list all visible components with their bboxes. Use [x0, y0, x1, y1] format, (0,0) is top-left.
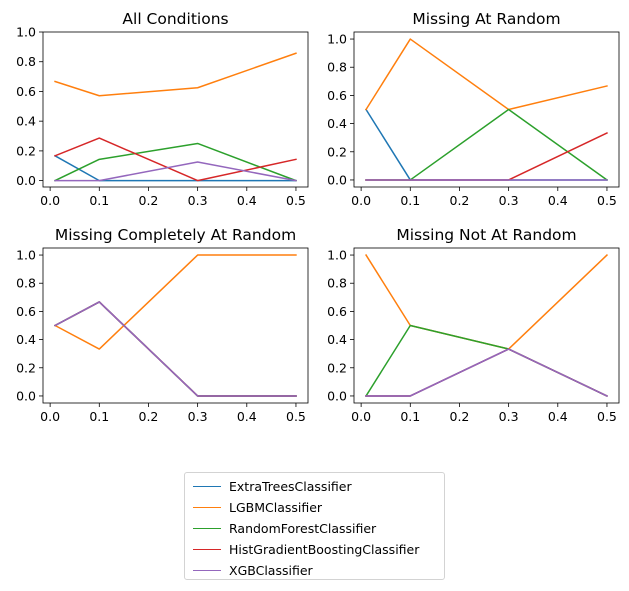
y-tick-label: 0.2 [327, 144, 347, 159]
series-line-randomforest [365, 324, 608, 397]
x-tick-label: 0.2 [450, 409, 470, 424]
series-line-lgbm [365, 253, 609, 350]
x-tick-label: 0.3 [188, 193, 208, 208]
y-tick-label: 0.2 [16, 143, 36, 158]
subplot-title: Missing Completely At Random [55, 226, 296, 244]
y-tick-label: 0.2 [16, 360, 36, 375]
x-tick-label: 0.1 [89, 193, 109, 208]
subplot-missing-not-at-random: Missing Not At Random 0.0 0.1 0.2 0.3 0.4 0.5 0… [327, 226, 620, 424]
series-line-randomforest [365, 108, 608, 181]
y-tick-label: 0.6 [16, 304, 36, 319]
series-line-histgradientboosting [365, 348, 608, 397]
x-tick-label: 0.4 [548, 409, 568, 424]
y-tick-label: 0.6 [327, 304, 347, 319]
y-tick-label: 0.0 [16, 388, 36, 403]
legend-swatch-randomforest [193, 527, 221, 529]
x-tick-label: 0.1 [89, 409, 109, 424]
legend-swatch-xgb [193, 569, 221, 571]
y-tick-label: 0.8 [327, 60, 347, 75]
x-tick-label: 0.5 [597, 193, 617, 208]
subplot-title: Missing Not At Random [396, 226, 576, 244]
y-tick-label: 0.6 [327, 88, 347, 103]
y-tick-label: 0.0 [16, 173, 36, 188]
axes-frame [353, 31, 620, 188]
x-tick-label: 0.4 [548, 193, 568, 208]
series-line-histgradientboosting [54, 137, 297, 182]
x-tick-label: 0.2 [139, 193, 159, 208]
legend-item-extratrees: ExtraTreesClassifier [193, 476, 352, 496]
subplot-missing-at-random: Missing At Random 0.0 0.1 0.2 0.3 0.4 0.5 0.0 0.… [327, 10, 620, 208]
series-line-extratrees [365, 348, 608, 397]
x-tick-label: 0.2 [450, 193, 470, 208]
legend-label-randomforest: RandomForestClassifier [229, 520, 377, 536]
x-tick-label: 0.5 [286, 409, 306, 424]
y-tick-label: 0.6 [16, 84, 36, 99]
series-line-lgbm [365, 38, 608, 111]
legend-label-histgradientboosting: HistGradientBoostingClassifier [229, 541, 420, 557]
y-tick-label: 0.8 [16, 276, 36, 291]
x-tick-label: 0.5 [597, 409, 617, 424]
y-tick-label: 0.0 [327, 172, 347, 187]
series-line-extratrees [54, 154, 297, 182]
series-line-histgradientboosting [365, 132, 608, 181]
subplot-title: All Conditions [122, 10, 228, 28]
series-line-randomforest [54, 301, 297, 397]
legend-item-randomforest: RandomForestClassifier [193, 518, 376, 538]
x-tick-label: 0.4 [237, 409, 257, 424]
legend-swatch-histgradientboosting [193, 548, 221, 550]
y-tick-label: 1.0 [327, 32, 347, 47]
y-tick-label: 0.2 [327, 360, 347, 375]
y-tick-label: 1.0 [16, 25, 36, 40]
x-tick-label: 0.3 [499, 193, 519, 208]
legend-label-lgbm: LGBMClassifier [229, 499, 323, 515]
y-tick-label: 1.0 [16, 248, 36, 263]
legend-swatch-extratrees [193, 485, 221, 487]
series-line-randomforest [54, 142, 297, 182]
y-tick-label: 0.4 [16, 332, 36, 347]
subplot-all-conditions: All Conditions 0.0 0.1 0.2 0.3 0.4 0.5 0.0 0.2 0.… [16, 10, 309, 208]
legend-item-histgradientboosting: HistGradientBoostingClassifier [193, 539, 419, 559]
x-tick-label: 0.3 [499, 409, 519, 424]
x-tick-label: 0.5 [286, 193, 306, 208]
axes-frame [353, 247, 620, 404]
x-tick-label: 0.1 [400, 193, 420, 208]
y-tick-label: 1.0 [327, 248, 347, 263]
legend-item-lgbm: LGBMClassifier [193, 497, 322, 517]
x-tick-label: 0.4 [237, 193, 257, 208]
x-tick-label: 0.1 [400, 409, 420, 424]
y-tick-label: 0.8 [327, 276, 347, 291]
series-line-histgradientboosting [54, 301, 297, 397]
axes-frame [42, 247, 309, 404]
legend-label-extratrees: ExtraTreesClassifier [229, 478, 352, 494]
series-line-lgbm [54, 254, 297, 350]
x-tick-label: 0.2 [139, 409, 159, 424]
y-tick-label: 0.0 [327, 388, 347, 403]
legend-swatch-lgbm [193, 506, 221, 508]
series-line-xgb [365, 348, 608, 397]
x-tick-label: 0.0 [40, 409, 60, 424]
y-tick-label: 0.4 [327, 332, 347, 347]
series-line-xgb [54, 161, 297, 182]
y-tick-label: 0.4 [16, 114, 36, 129]
x-tick-label: 0.0 [40, 193, 60, 208]
x-tick-label: 0.0 [351, 409, 371, 424]
x-tick-label: 0.3 [188, 409, 208, 424]
subplot-missing-completely-at-random: Missing Completely At Random 0.0 0.1 0.2 0.3… [16, 226, 309, 424]
y-tick-label: 0.4 [327, 116, 347, 131]
legend-item-xgb: XGBClassifier [193, 560, 313, 580]
axes-frame [42, 31, 309, 188]
legend: ExtraTreesClassifier LGBMClassifier Rand… [184, 472, 445, 580]
y-tick-label: 0.8 [16, 54, 36, 69]
series-line-xgb [54, 301, 297, 397]
series-line-lgbm [54, 52, 297, 97]
subplot-title: Missing At Random [412, 10, 560, 28]
x-tick-label: 0.0 [351, 193, 371, 208]
series-line-extratrees [54, 301, 297, 397]
series-line-extratrees [365, 108, 608, 181]
legend-label-xgb: XGBClassifier [229, 562, 313, 578]
